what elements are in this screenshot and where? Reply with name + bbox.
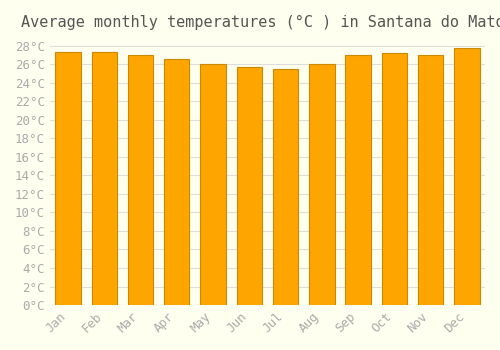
- Bar: [273, 69, 298, 305]
- Bar: [128, 55, 153, 305]
- Title: Average monthly temperatures (°C ) in Santana do Matos: Average monthly temperatures (°C ) in Sa…: [21, 15, 500, 30]
- Bar: [92, 52, 117, 305]
- Bar: [56, 52, 80, 305]
- Bar: [200, 64, 226, 305]
- Bar: [236, 67, 262, 305]
- Bar: [382, 53, 407, 305]
- Bar: [454, 48, 479, 305]
- Bar: [346, 55, 371, 305]
- Bar: [164, 60, 190, 305]
- Bar: [418, 55, 444, 305]
- Bar: [309, 64, 334, 305]
